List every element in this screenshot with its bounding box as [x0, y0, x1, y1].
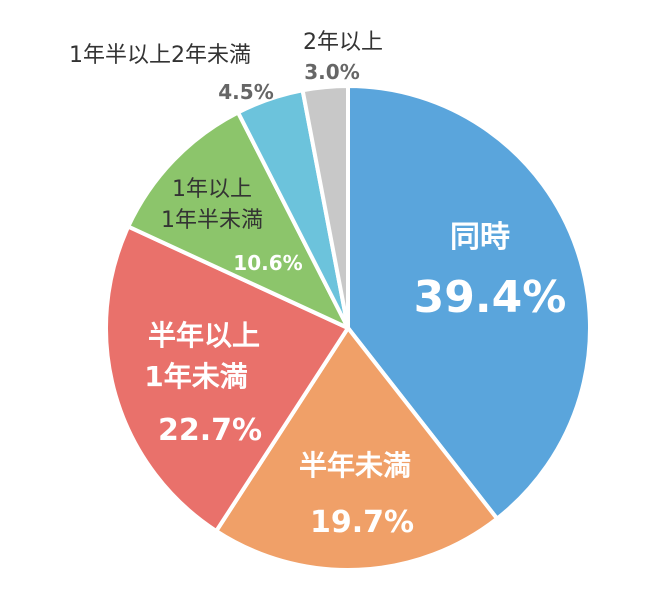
slice-label-ichinen-ijou-line1: 1年以上	[172, 177, 252, 202]
slice-value-douji: 39.4%	[414, 272, 567, 323]
pie-slice-hantoshi-ijou	[104, 224, 350, 534]
pie-slice-ichinen-ijou	[126, 110, 350, 330]
slice-label-ichinen-ijou-line2: 1年半未満	[161, 208, 263, 233]
slice-value-ichinen-ijou: 10.6%	[233, 251, 302, 275]
slice-value-hantoshi-ijou: 22.7%	[158, 413, 262, 448]
pie-slice-ninen-ijou	[300, 84, 350, 330]
slice-label-ichinenhan-ijou: 1年半以上2年未満	[69, 43, 251, 68]
slice-label-hantoshi-ijou-line2: 1年未満	[144, 360, 247, 393]
slice-label-douji: 同時	[450, 220, 510, 255]
slice-value-ichinenhan-ijou: 4.5%	[218, 80, 273, 104]
pie-slice-hantoshi-miman	[214, 326, 500, 572]
slice-label-ninen-ijou: 2年以上	[303, 30, 383, 55]
slice-value-hantoshi-miman: 19.7%	[310, 505, 414, 540]
pie-slices	[104, 84, 592, 572]
slice-label-hantoshi-ijou-line1: 半年以上	[148, 319, 260, 352]
pie-slice-douji	[346, 84, 592, 521]
slice-label-hantoshi-miman: 半年未満	[299, 449, 411, 482]
slice-value-ninen-ijou: 3.0%	[304, 60, 359, 84]
